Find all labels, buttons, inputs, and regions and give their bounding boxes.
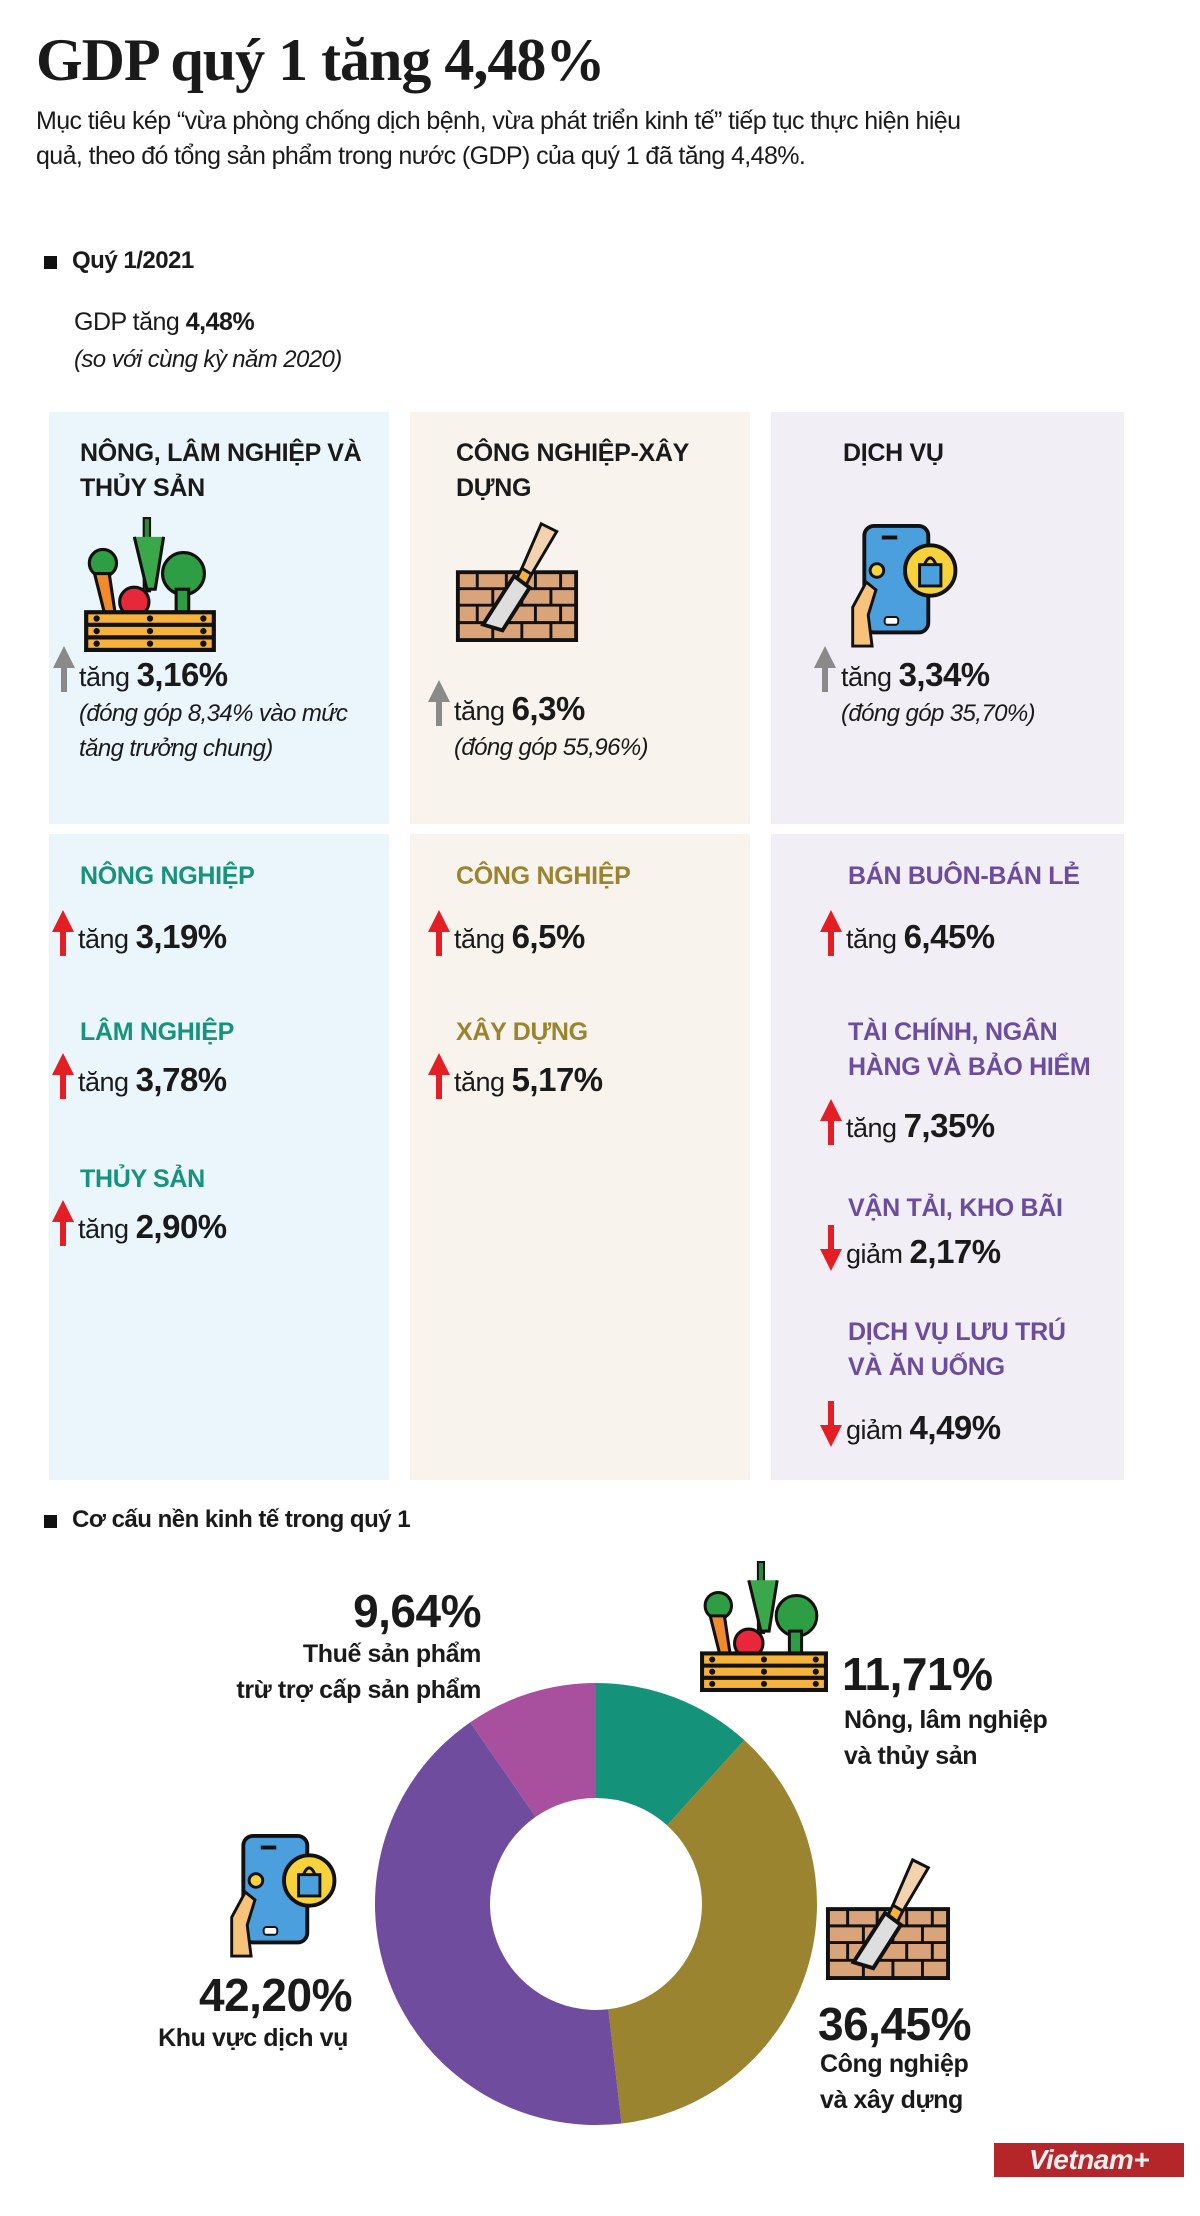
- growth-value: 3,16%: [136, 656, 229, 693]
- growth-value: 5,17%: [511, 1061, 604, 1098]
- phone-shopping-icon: [222, 1832, 348, 1958]
- subsector-growth: tăng 5,17%: [454, 1061, 603, 1099]
- growth-value: 3,78%: [135, 1061, 228, 1098]
- slice-label-agriculture-value: 11,71%: [842, 1648, 993, 1700]
- intro-text: Mục tiêu kép “vừa phòng chống dịch bệnh,…: [36, 107, 961, 170]
- vietnamplus-logo: Vietnam+: [994, 2143, 1184, 2177]
- growth-value: 3,34%: [898, 656, 991, 693]
- sector-title: NÔNG, LÂM NGHIỆP VÀ THỦY SẢN: [80, 439, 362, 502]
- vegetable-crate-icon: [698, 1560, 830, 1692]
- arrow-down-icon: [820, 1225, 842, 1271]
- slice-label-tax-value: 9,64%: [353, 1585, 481, 1637]
- sector-note: (đóng góp 35,70%): [841, 700, 1036, 727]
- sector-growth: tăng 3,34%: [841, 656, 990, 694]
- slice-label-services-line1: Khu vực dịch vụ: [158, 2024, 348, 2052]
- growth-value: 4,49%: [909, 1409, 1002, 1446]
- arrow-up-icon: [52, 1053, 74, 1099]
- subsector-growth: tăng 3,19%: [78, 918, 227, 956]
- donut-slice-tax: [470, 1683, 596, 1817]
- slice-label-tax-line1: Thuế sản phẩm: [302, 1640, 482, 1668]
- sector-panel-agriculture: NÔNG, LÂM NGHIỆP VÀ THỦY SẢN tăng 3,16% …: [49, 412, 389, 824]
- subsector-name: CÔNG NGHIỆP: [456, 862, 631, 890]
- growth-verb: giảm: [846, 1239, 903, 1269]
- sector-title: DỊCH VỤ: [843, 439, 944, 467]
- growth-value: 6,3%: [511, 690, 586, 727]
- slice-label-tax-line2: trừ trợ cấp sản phẩm: [236, 1676, 481, 1704]
- subsector-name: THỦY SẢN: [80, 1165, 205, 1193]
- sector-panel-industry: CÔNG NGHIỆP-XÂY DỰNG tăng 6,3% (đóng góp…: [410, 412, 750, 824]
- growth-verb: giảm: [846, 1415, 903, 1445]
- slice-label-industry-line2: và xây dựng: [820, 2086, 963, 2114]
- section-bullet: [44, 256, 57, 269]
- gdp-comparison: (so với cùng kỳ năm 2020): [74, 346, 342, 373]
- subsector-growth: tăng 2,90%: [78, 1208, 227, 1246]
- quarter-heading: Quý 1/2021: [72, 247, 194, 274]
- slice-label-industry-line1: Công nghiệp: [820, 2050, 969, 2078]
- subsector-name: LÂM NGHIỆP: [80, 1018, 234, 1046]
- arrow-up-icon: [428, 680, 450, 726]
- subsector-growth: tăng 6,5%: [454, 918, 585, 956]
- arrow-up-icon: [814, 646, 836, 692]
- growth-verb: tăng: [78, 924, 129, 954]
- structure-heading: Cơ cấu nền kinh tế trong quý 1: [72, 1506, 411, 1533]
- arrow-up-icon: [428, 910, 450, 956]
- arrow-up-icon: [820, 1099, 842, 1145]
- growth-verb: tăng: [78, 1214, 129, 1244]
- arrow-up-icon: [52, 1200, 74, 1246]
- subsector-name: TÀI CHÍNH, NGÂN HÀNG VÀ BẢO HIỂM: [848, 1018, 1091, 1081]
- sector-note: (đóng góp 8,34% vào mức tăng trưởng chun…: [79, 700, 348, 762]
- slice-label-agriculture-line1: Nông, lâm nghiệp: [844, 1706, 1048, 1734]
- subsector-name: XÂY DỰNG: [456, 1018, 588, 1046]
- gdp-prefix: GDP tăng: [74, 308, 180, 336]
- subsector-growth: giảm 4,49%: [846, 1409, 1001, 1447]
- gdp-summary: GDP tăng 4,48%: [74, 308, 255, 337]
- subsector-growth: giảm 2,17%: [846, 1233, 1001, 1271]
- arrow-up-icon: [53, 646, 75, 692]
- arrow-up-icon: [52, 910, 74, 956]
- gdp-value: 4,48%: [185, 308, 255, 336]
- arrow-down-icon: [820, 1401, 842, 1447]
- growth-verb: tăng: [454, 924, 505, 954]
- growth-verb: tăng: [454, 1067, 505, 1097]
- section-bullet: [44, 1515, 57, 1528]
- growth-verb: tăng: [78, 1067, 129, 1097]
- growth-verb: tăng: [846, 1113, 897, 1143]
- subsector-name: BÁN BUÔN-BÁN LẺ: [848, 862, 1080, 890]
- arrow-up-icon: [820, 910, 842, 956]
- page-title: GDP quý 1 tăng 4,48%: [36, 27, 605, 93]
- subsector-name: DỊCH VỤ LƯU TRÚ VÀ ĂN UỐNG: [848, 1318, 1066, 1381]
- subsector-panel-industry: [410, 834, 750, 1480]
- donut-slice-industry: [608, 1740, 818, 2124]
- sector-title: CÔNG NGHIỆP-XÂY DỰNG: [456, 439, 689, 502]
- subsector-name: NÔNG NGHIỆP: [80, 862, 255, 890]
- growth-value: 2,17%: [909, 1233, 1002, 1270]
- donut-slice-services: [375, 1722, 622, 2125]
- subsector-name: VẬN TẢI, KHO BÃI: [848, 1194, 1063, 1222]
- donut-slice-agriculture: [596, 1683, 745, 1826]
- growth-verb: tăng: [841, 662, 892, 692]
- sector-note: (đóng góp 55,96%): [454, 734, 649, 761]
- subsector-growth: tăng 7,35%: [846, 1107, 995, 1145]
- subsector-growth: tăng 3,78%: [78, 1061, 227, 1099]
- growth-value: 3,19%: [135, 918, 228, 955]
- growth-verb: tăng: [79, 662, 130, 692]
- slice-label-industry-value: 36,45%: [818, 1998, 972, 2050]
- trowel-brick-icon: [824, 1852, 952, 1980]
- growth-value: 7,35%: [903, 1107, 996, 1144]
- sector-panel-services: DỊCH VỤ tăng 3,34% (đóng góp 35,70%): [771, 412, 1124, 824]
- growth-verb: tăng: [454, 696, 505, 726]
- slice-label-agriculture-line2: và thủy sản: [844, 1742, 978, 1770]
- arrow-up-icon: [428, 1053, 450, 1099]
- subsector-growth: tăng 6,45%: [846, 918, 995, 956]
- growth-value: 6,5%: [511, 918, 586, 955]
- slice-label-services-value: 42,20%: [198, 1969, 353, 2021]
- growth-value: 2,90%: [135, 1208, 228, 1245]
- growth-value: 6,45%: [903, 918, 996, 955]
- subsector-panel-agriculture: [49, 834, 389, 1480]
- growth-verb: tăng: [846, 924, 897, 954]
- sector-growth: tăng 6,3%: [454, 690, 585, 728]
- sector-growth: tăng 3,16%: [79, 656, 228, 694]
